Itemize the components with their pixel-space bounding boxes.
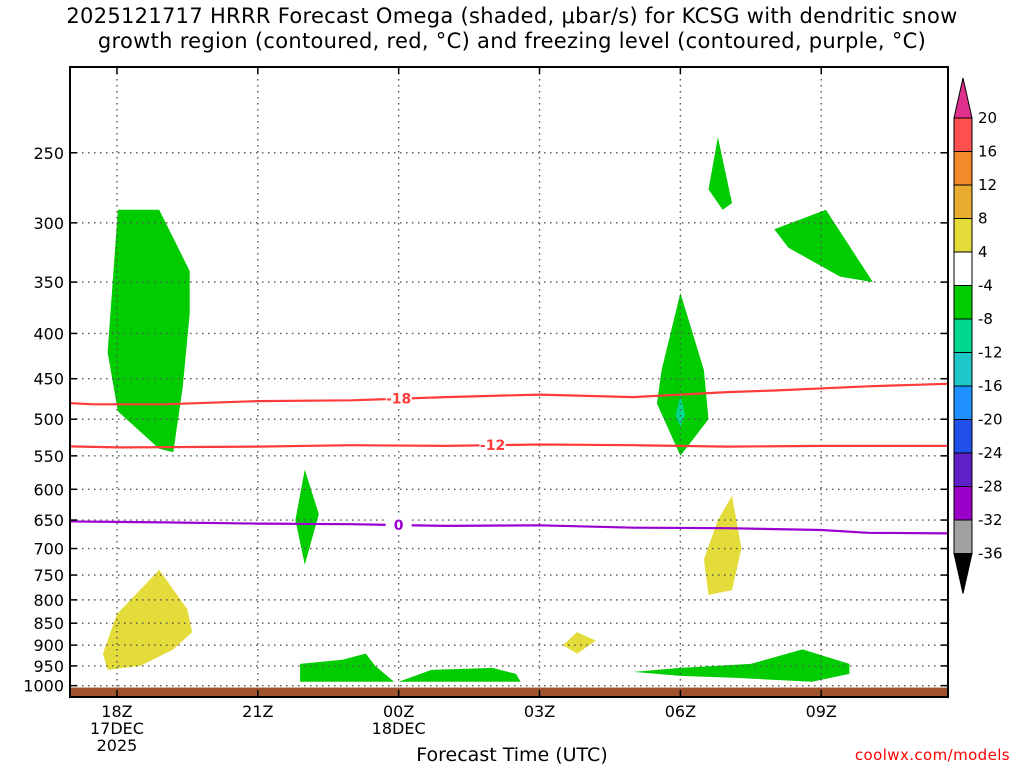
y-tick-label-750: 750 — [33, 566, 64, 585]
chart-title: 2025121717 HRRR Forecast Omega (shaded, … — [0, 4, 1024, 54]
colorbar-label-13: -32 — [978, 511, 1003, 529]
omega-region-2 — [295, 469, 319, 565]
credit-text: coolwx.com/models — [854, 746, 1010, 764]
y-tick-label-300: 300 — [33, 214, 64, 233]
x-tick-label-18Z-1: 18Z — [101, 702, 132, 721]
x-tick-label-00Z-1: 00Z — [383, 702, 414, 721]
colorbar-cell-8 — [953, 352, 973, 387]
contour-label-bg-3 — [385, 517, 412, 532]
chart-title-line-1: 2025121717 HRRR Forecast Omega (shaded, … — [66, 4, 958, 28]
colorbar-cell-5 — [953, 251, 973, 286]
omega-region-4 — [708, 137, 732, 210]
omega-region-8 — [633, 649, 850, 682]
y-tick-label-550: 550 — [33, 447, 64, 466]
y-tick-label-350: 350 — [33, 273, 64, 292]
omega-region-5 — [774, 209, 873, 283]
colorbar-label-12: -28 — [978, 478, 1003, 496]
colorbar-cell-11 — [953, 452, 973, 487]
terrain-fill — [70, 687, 948, 697]
omega-region-11 — [703, 495, 742, 595]
colorbar-label-8: -12 — [978, 344, 1003, 362]
colorbar-cell-12 — [953, 486, 973, 521]
colorbar-label-14: -36 — [978, 545, 1003, 563]
contour-label-2: -12 — [480, 438, 505, 454]
y-tick-label-500: 500 — [33, 410, 64, 429]
y-tick-label-250: 250 — [33, 144, 64, 163]
omega-region-6 — [300, 653, 394, 682]
contour-line-3 — [70, 520, 948, 535]
colorbar-cell-10 — [953, 419, 973, 454]
colorbar-label-10: -20 — [978, 411, 1003, 429]
y-tick-label-600: 600 — [33, 480, 64, 499]
colorbar-label-3: 12 — [978, 176, 997, 194]
colorbar-cell-7 — [953, 318, 973, 353]
plot-inner: -18 -12 0 — [70, 67, 948, 697]
y-tick-label-700: 700 — [33, 540, 64, 559]
colorbar-cell-6 — [953, 285, 973, 320]
contour-label-bg-2 — [479, 437, 506, 452]
x-tick-label-06Z-1: 06Z — [665, 702, 696, 721]
x-tick-label-18Z-2: 17DEC — [90, 719, 144, 738]
colorbar-label-7: -8 — [978, 310, 993, 328]
omega-region-3 — [656, 292, 709, 456]
omega-region-12 — [563, 632, 596, 654]
colorbar-label-4: 8 — [978, 210, 988, 228]
contour-line-1 — [70, 382, 948, 406]
y-tick-label-800: 800 — [33, 591, 64, 610]
colorbar-cell-3 — [953, 184, 973, 219]
colorbar-label-5: 4 — [978, 243, 988, 261]
colorbar-label-9: -16 — [978, 377, 1003, 395]
plot-frame — [69, 66, 949, 698]
colorbar-cell-13 — [953, 519, 973, 554]
plot-area: -18 -12 0 250 300 350 400 450 500 550 600 650 700 750… — [23, 66, 949, 755]
y-tick-label-850: 850 — [33, 614, 64, 633]
colorbar-cell-4 — [953, 218, 973, 253]
x-tick-label-09Z-1: 09Z — [806, 702, 837, 721]
y-tick-label-650: 650 — [33, 511, 64, 530]
omega-region-7 — [398, 667, 521, 682]
contour-label-1: -18 — [386, 392, 411, 408]
x-tick-label-03Z-1: 03Z — [524, 702, 555, 721]
colorbar-cell-2 — [953, 151, 973, 186]
omega-region-1 — [107, 209, 190, 453]
y-tick-label-950: 950 — [33, 657, 64, 676]
colorbar-top-arrow — [953, 77, 973, 119]
x-tick-label-00Z-2: 18DEC — [372, 719, 426, 738]
x-axis-label: Forecast Time (UTC) — [416, 744, 608, 766]
colorbar-label-2: 16 — [978, 143, 997, 161]
y-tick-label-400: 400 — [33, 324, 64, 343]
contour-label-bg-1 — [385, 390, 412, 405]
y-tick-label-450: 450 — [33, 370, 64, 389]
chart-title-line-2: growth region (contoured, red, °C) and f… — [97, 29, 927, 53]
colorbar: 20 16 12 8 4 -4 -8 -12 -16 -20 -24 -28 -32 -36 — [953, 77, 1003, 594]
x-tick-label-18Z-3: 2025 — [97, 736, 138, 755]
colorbar-label-11: -24 — [978, 444, 1003, 462]
colorbar-label-6: -4 — [978, 277, 993, 295]
colorbar-label-1: 20 — [978, 109, 997, 127]
contour-label-3: 0 — [394, 518, 404, 534]
colorbar-bottom-arrow — [953, 553, 973, 594]
colorbar-cell-9 — [953, 385, 973, 420]
y-tick-label-900: 900 — [33, 636, 64, 655]
colorbar-cell-1 — [953, 117, 973, 152]
x-tick-label-21Z-1: 21Z — [242, 702, 273, 721]
y-tick-label-1000: 1000 — [23, 677, 64, 696]
